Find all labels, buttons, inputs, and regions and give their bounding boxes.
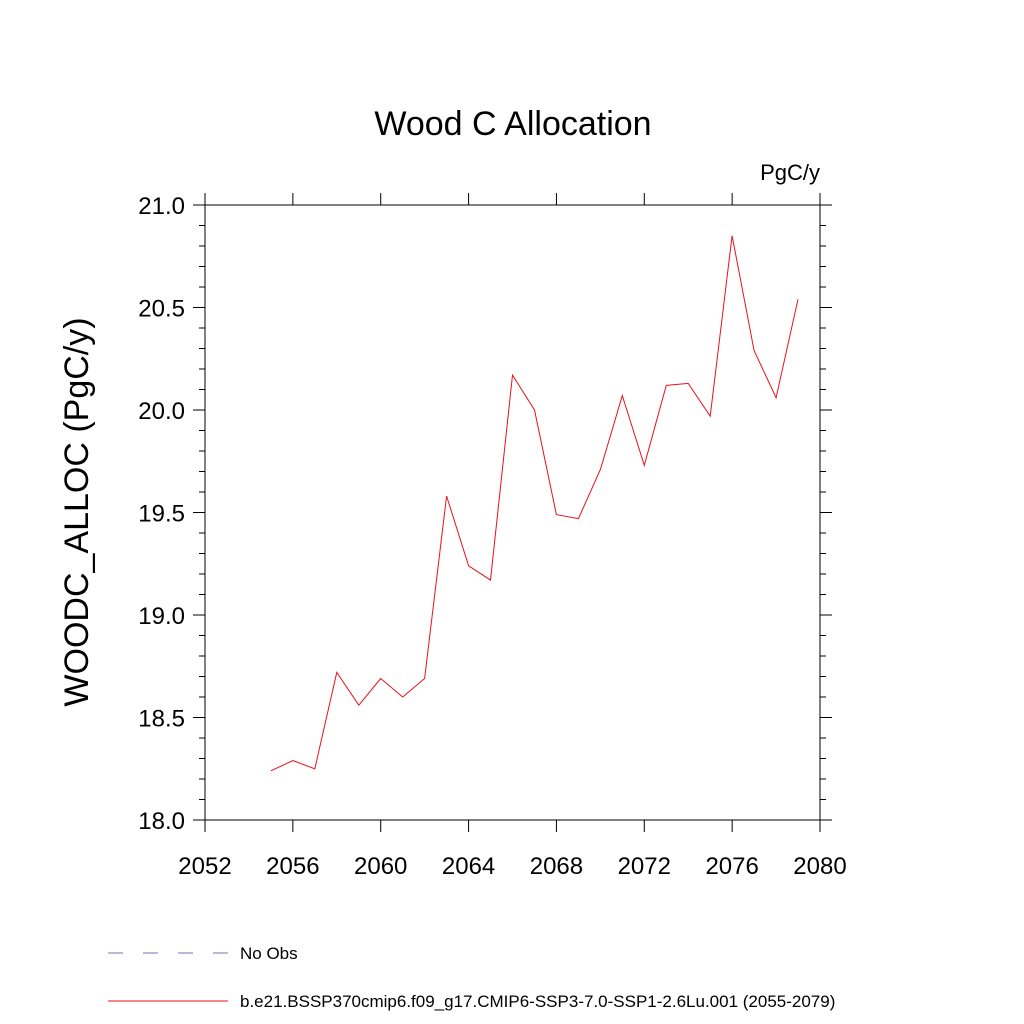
- data-point: [797, 298, 800, 301]
- legend-label: No Obs: [240, 944, 298, 963]
- data-point: [599, 468, 602, 471]
- data-point: [555, 513, 558, 516]
- series-line: [270, 235, 799, 772]
- data-point: [467, 564, 470, 567]
- y-tick-label: 18.0: [138, 808, 185, 835]
- data-point: [687, 382, 690, 385]
- x-tick-label: 2060: [354, 853, 407, 880]
- y-axis-label: WOODC_ALLOC (PgC/y): [58, 317, 96, 706]
- data-point: [291, 759, 294, 762]
- x-tick-label: 2056: [266, 853, 319, 880]
- series-lines: [269, 234, 800, 772]
- y-tick-label: 19.0: [138, 603, 185, 630]
- data-point: [753, 349, 756, 352]
- data-point: [709, 415, 712, 418]
- data-point: [423, 677, 426, 680]
- chart-title: Wood C Allocation: [374, 105, 651, 143]
- units-label: PgC/y: [760, 160, 820, 185]
- data-point: [643, 464, 646, 467]
- data-point: [577, 517, 580, 520]
- data-point: [335, 671, 338, 674]
- plot-frame: [204, 204, 821, 821]
- data-point: [665, 384, 668, 387]
- x-tick-label: 2052: [178, 853, 231, 880]
- data-point: [511, 374, 514, 377]
- x-tick-label: 2076: [705, 853, 758, 880]
- data-point: [269, 769, 272, 772]
- data-point: [401, 696, 404, 699]
- data-point: [621, 394, 624, 397]
- x-tick-label: 2064: [442, 853, 495, 880]
- data-point: [379, 677, 382, 680]
- data-point: [775, 396, 778, 399]
- data-point: [533, 409, 536, 412]
- legend: No Obs b.e21.BSSP370cmip6.f09_g17.CMIP6-S…: [108, 944, 835, 1011]
- x-tick-label: 2080: [793, 853, 846, 880]
- legend-label: b.e21.BSSP370cmip6.f09_g17.CMIP6-SSP3-7.…: [240, 992, 835, 1011]
- y-tick-label: 18.5: [138, 706, 185, 733]
- axis-tick-labels: 2052 2056 2060 2064 2068 2072 2076 2080 18.0 18.5…: [138, 193, 846, 880]
- x-tick-label: 2072: [618, 853, 671, 880]
- x-tick-label: 2068: [530, 853, 583, 880]
- data-point: [489, 579, 492, 582]
- data-point: [445, 495, 448, 498]
- y-tick-label: 20.0: [138, 398, 185, 425]
- data-point: [731, 234, 734, 237]
- axis-ticks: [193, 193, 832, 832]
- y-tick-label: 19.5: [138, 501, 185, 528]
- y-tick-label: 20.5: [138, 296, 185, 323]
- data-point: [313, 767, 316, 770]
- data-point: [357, 704, 360, 707]
- y-tick-label: 21.0: [138, 193, 185, 220]
